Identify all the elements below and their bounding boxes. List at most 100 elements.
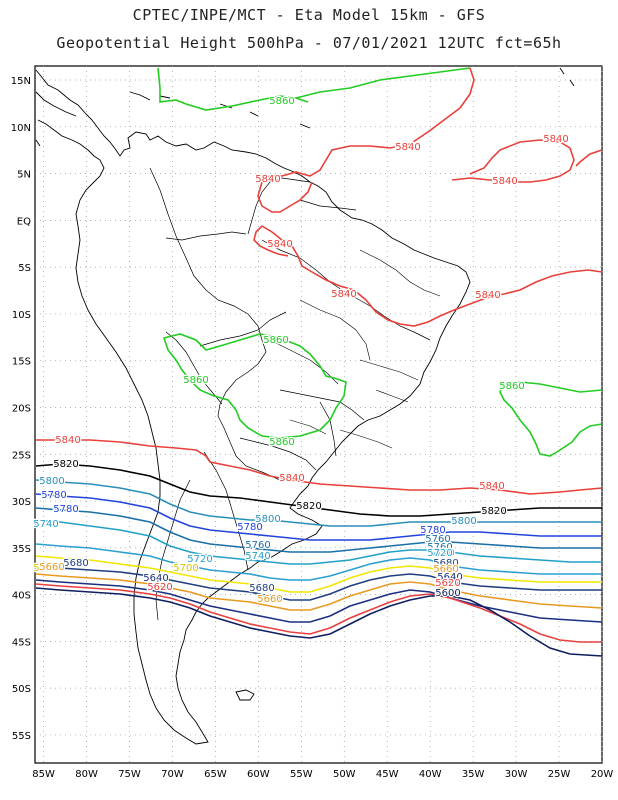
- contour-label: 5780: [420, 525, 445, 536]
- lat-tick-label: 10N: [11, 123, 31, 134]
- contour-label: 5740: [33, 519, 58, 530]
- contour-label: 5620: [147, 582, 172, 593]
- lat-tick-label: 20S: [12, 403, 31, 414]
- contour-5860-north: [157, 67, 471, 111]
- contour-label: 5660: [39, 562, 64, 573]
- contour-label: 5860: [183, 375, 208, 386]
- state-borders: [269, 249, 441, 449]
- contour-5600: [35, 587, 603, 657]
- contour-label: 5660: [257, 594, 282, 605]
- lat-tick-label: 35S: [12, 544, 31, 555]
- country-borders: [149, 167, 431, 621]
- lat-tick-label: 10S: [12, 310, 31, 321]
- contour-label: 5640: [437, 572, 462, 583]
- contour-label: 5620: [435, 578, 460, 589]
- axis-ticks: 15N 10N 5N EQ 5S 10S 15S 20S 25S 30S 35S 40S 45S 50S 5…: [11, 76, 614, 780]
- contour-label: 5600: [435, 588, 460, 599]
- contour-5860-atlantic: [499, 381, 603, 457]
- contour-5820: [35, 463, 602, 517]
- lat-tick-label: 50S: [12, 684, 31, 695]
- lat-tick-label: 15S: [12, 357, 31, 368]
- contour-label: 5860: [269, 96, 294, 107]
- contour-label: 5780: [237, 522, 262, 533]
- contour-5840-amazon: [253, 225, 603, 327]
- contour-5840-south: [36, 439, 603, 495]
- lon-tick-label: 50W: [333, 769, 356, 780]
- lat-tick-label: 30S: [12, 497, 31, 508]
- contour-5800: [35, 479, 602, 527]
- contour-label: 5840: [55, 435, 80, 446]
- lat-tick-label: 5N: [17, 170, 31, 181]
- lon-tick-label: 75W: [118, 769, 141, 780]
- contour-label-layer: 5860 5860 5860 5860 5860 5840 5840 5840 5840 5840…: [32, 95, 570, 607]
- contour-5640: [35, 579, 603, 623]
- caribbean-islands: [129, 67, 575, 129]
- contour-label: 5860: [499, 381, 524, 392]
- contour-label: 5740: [429, 548, 454, 559]
- contour-label: 5760: [425, 534, 450, 545]
- contour-label: 5680: [63, 558, 88, 569]
- lat-tick-label: 15N: [11, 76, 31, 87]
- contour-layer: [35, 67, 603, 657]
- lon-tick-label: 20W: [591, 769, 614, 780]
- lon-tick-label: 60W: [247, 769, 270, 780]
- lat-tick-label: EQ: [17, 216, 31, 227]
- lon-tick-label: 70W: [161, 769, 184, 780]
- contour-label: 5840: [267, 239, 292, 250]
- contour-label: 5680: [433, 558, 458, 569]
- lon-tick-label: 45W: [376, 769, 399, 780]
- contour-label: 5840: [279, 473, 304, 484]
- contour-label: 5700: [173, 563, 198, 574]
- contour-label: 5840: [255, 174, 280, 185]
- contour-label: 5860: [269, 437, 294, 448]
- lon-tick-label: 85W: [32, 769, 55, 780]
- contour-label: 5780: [41, 490, 66, 501]
- contour-label: 5760: [427, 542, 452, 553]
- contour-label: 5680: [249, 583, 274, 594]
- contour-label: 5720: [427, 548, 452, 559]
- lon-tick-label: 40W: [419, 769, 442, 780]
- lon-tick-label: 55W: [290, 769, 313, 780]
- lat-tick-label: 5S: [18, 263, 31, 274]
- contour-label: 5820: [53, 459, 78, 470]
- contour-label: 5800: [451, 516, 476, 527]
- contour-label: 5840: [479, 481, 504, 492]
- lat-tick-label: 45S: [12, 637, 31, 648]
- falkland-islands: [235, 689, 255, 701]
- coastline-layer: [35, 67, 575, 745]
- contour-label: 5760: [245, 540, 270, 551]
- contour-label: 5800: [39, 476, 64, 487]
- contour-5840-north: [257, 67, 603, 213]
- contour-label: 5700: [33, 563, 58, 574]
- lon-tick-label: 35W: [462, 769, 485, 780]
- south-america-coastline: [35, 69, 471, 745]
- contour-5660: [35, 573, 603, 611]
- contour-label: 5840: [395, 142, 420, 153]
- lat-tick-label: 40S: [12, 591, 31, 602]
- contour-5780: [35, 493, 602, 541]
- contour-label: 5740: [245, 551, 270, 562]
- lat-tick-label: 25S: [12, 450, 31, 461]
- contour-5760: [35, 507, 602, 553]
- map-title-line1: CPTEC/INPE/MCT - Eta Model 15km - GFS: [132, 6, 486, 24]
- contour-label: 5720: [187, 554, 212, 565]
- contour-label: 5840: [543, 134, 568, 145]
- contour-label: 5640: [143, 573, 168, 584]
- contour-5680: [35, 565, 602, 601]
- contour-label: 5860: [263, 335, 288, 346]
- grid-lines: [35, 66, 603, 763]
- central-america-coastline: [35, 91, 77, 147]
- contour-label: 5780: [53, 504, 78, 515]
- contour-label: 5820: [481, 506, 506, 517]
- contour-5720: [35, 543, 602, 581]
- contour-label: 5840: [331, 289, 356, 300]
- lon-tick-label: 30W: [505, 769, 528, 780]
- contour-label: 5840: [475, 290, 500, 301]
- contour-5620: [35, 583, 602, 643]
- contour-label: 5800: [255, 514, 280, 525]
- contour-5860-brazil: [162, 333, 347, 439]
- lon-tick-label: 80W: [75, 769, 98, 780]
- contour-5740: [35, 519, 602, 565]
- map-title-line2: Geopotential Height 500hPa - 07/01/2021 …: [56, 34, 562, 52]
